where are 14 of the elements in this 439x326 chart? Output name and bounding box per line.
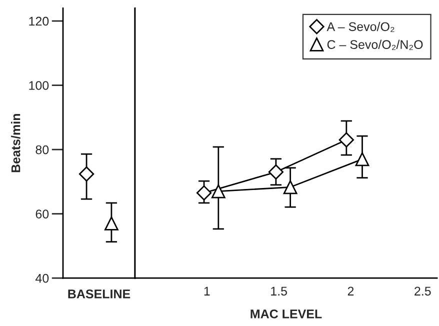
x-tick-label: 2.5	[414, 286, 431, 296]
y-tick-label: 100	[29, 81, 49, 90]
y-tick-label: 40	[35, 274, 49, 283]
x-tick-label: 1	[204, 286, 210, 296]
x-tick-label: 1.5	[271, 286, 287, 296]
legend-label: C – Sevo/O₂/N₂O	[327, 40, 423, 50]
legend-label: A – Sevo/O₂	[326, 22, 394, 32]
x-axis-title: BASELINE	[68, 290, 130, 298]
y-tick-label: 60	[36, 210, 49, 218]
y-tick-label: 120	[29, 16, 49, 26]
y-axis-title: Beats/min	[11, 114, 20, 172]
y-tick-label: 80	[36, 145, 49, 154]
x-axis-title: MAC LEVEL	[250, 310, 322, 318]
x-tick-label: 2	[348, 286, 354, 296]
